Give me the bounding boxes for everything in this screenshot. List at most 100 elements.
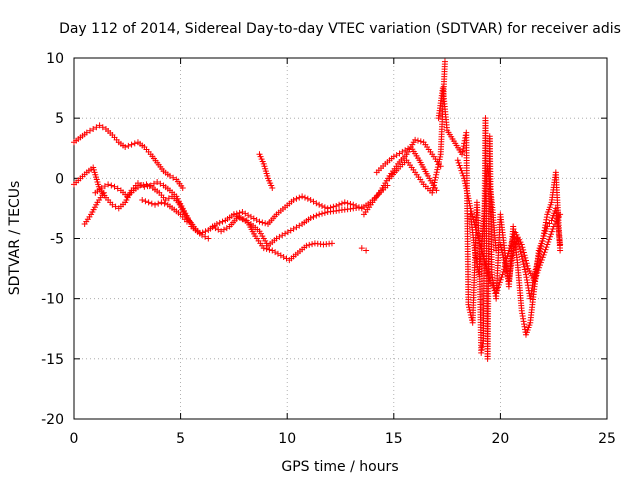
data-point — [537, 259, 544, 266]
data-point-fill — [513, 231, 524, 246]
data-point — [139, 196, 146, 203]
data-point-fill — [220, 225, 230, 233]
data-point-fill — [301, 194, 311, 202]
data-point — [358, 204, 365, 211]
data-point — [429, 189, 436, 196]
data-point — [111, 183, 118, 190]
data-point-fill — [327, 203, 337, 211]
y-tick-label: -5 — [50, 232, 64, 248]
data-point — [316, 201, 323, 208]
data-point-fill — [233, 213, 243, 221]
data-point-fill — [150, 180, 157, 187]
data-point — [557, 247, 564, 254]
data-point-fill — [459, 132, 469, 155]
data-point — [122, 144, 129, 151]
data-point-fill — [422, 183, 434, 194]
series-scatter-afternoon-2 — [467, 163, 564, 302]
data-point — [358, 245, 365, 252]
data-point-fill — [397, 159, 408, 170]
data-point — [328, 240, 335, 247]
data-point-fill — [242, 217, 252, 226]
data-point — [454, 157, 461, 164]
data-point-fill — [253, 235, 266, 249]
data-point-fill — [114, 185, 121, 192]
data-point-fill — [293, 222, 303, 231]
data-point-fill — [212, 225, 222, 233]
data-point-fill — [176, 201, 187, 216]
data-point — [256, 218, 263, 225]
data-point-fill — [527, 286, 538, 324]
data-point — [461, 175, 468, 182]
data-point — [96, 122, 103, 129]
data-point — [143, 181, 150, 188]
data-point — [518, 241, 525, 248]
data-point-fill — [536, 238, 546, 257]
data-point-fill — [257, 153, 266, 165]
data-point-fill — [310, 212, 320, 220]
data-point — [544, 241, 551, 248]
data-point-fill — [519, 244, 531, 269]
data-point-fill — [259, 219, 269, 227]
data-point-fill — [306, 241, 316, 248]
data-point-fill — [474, 232, 486, 257]
data-point-fill — [152, 186, 161, 195]
data-point — [499, 271, 506, 278]
data-point-fill — [409, 146, 421, 162]
data-point-fill — [157, 180, 164, 187]
data-point-fill — [463, 132, 472, 306]
data-point-fill — [429, 153, 444, 194]
data-point-fill — [117, 140, 127, 149]
data-point — [557, 211, 564, 218]
data-point-fill — [126, 189, 135, 198]
data-point — [535, 253, 542, 260]
data-point-fill — [310, 198, 320, 207]
data-point-fill — [94, 186, 103, 195]
series-arc-upper — [71, 122, 186, 191]
data-point-fill — [353, 204, 362, 212]
data-point — [493, 247, 500, 254]
data-point-fill — [301, 216, 312, 226]
x-axis-label: GPS time / hours — [281, 459, 398, 475]
data-point — [478, 349, 485, 356]
data-point — [299, 193, 306, 200]
data-point — [137, 182, 144, 189]
data-point — [465, 301, 472, 308]
data-point-fill — [422, 141, 434, 155]
data-point — [205, 235, 212, 242]
x-tick-label: 10 — [278, 431, 296, 447]
series-arc-mid — [92, 181, 195, 228]
data-point — [145, 199, 152, 206]
y-tick-label: 10 — [46, 51, 64, 67]
data-point-fill — [489, 201, 499, 251]
axis-ticks: 0 5 10 15 20 25 10 5 0 -5 -10 -15 -20 — [41, 51, 616, 447]
data-point-fill — [532, 256, 542, 276]
data-point-fill — [484, 165, 495, 203]
data-point-fill — [161, 200, 168, 207]
data-point-fill — [202, 233, 209, 240]
data-point-fill — [257, 230, 270, 247]
series-arc-spike — [256, 151, 276, 191]
data-point-fill — [284, 227, 294, 236]
data-point-fill — [155, 161, 165, 173]
data-point-fill — [216, 218, 226, 226]
y-axis-label: SDTVAR / TECUs — [7, 181, 23, 296]
plot-frame — [73, 57, 608, 420]
data-point — [341, 199, 348, 206]
data-point-fill — [98, 188, 108, 199]
data-point-fill — [266, 177, 275, 189]
data-point-fill — [79, 171, 88, 180]
data-point-fill — [497, 214, 508, 251]
data-point-fill — [515, 238, 525, 257]
y-tick-label: -10 — [41, 292, 64, 308]
data-point — [557, 241, 564, 248]
data-point-fill — [293, 194, 303, 202]
data-point-fill — [105, 128, 114, 137]
data-point — [290, 196, 297, 203]
data-point-fill — [375, 162, 387, 174]
data-point-fill — [498, 244, 508, 263]
x-tick-label: 25 — [598, 431, 616, 447]
data-point-fill — [148, 200, 155, 207]
data-point-fill — [296, 244, 308, 255]
data-point-fill — [500, 250, 512, 275]
data-point-fill — [108, 182, 115, 189]
